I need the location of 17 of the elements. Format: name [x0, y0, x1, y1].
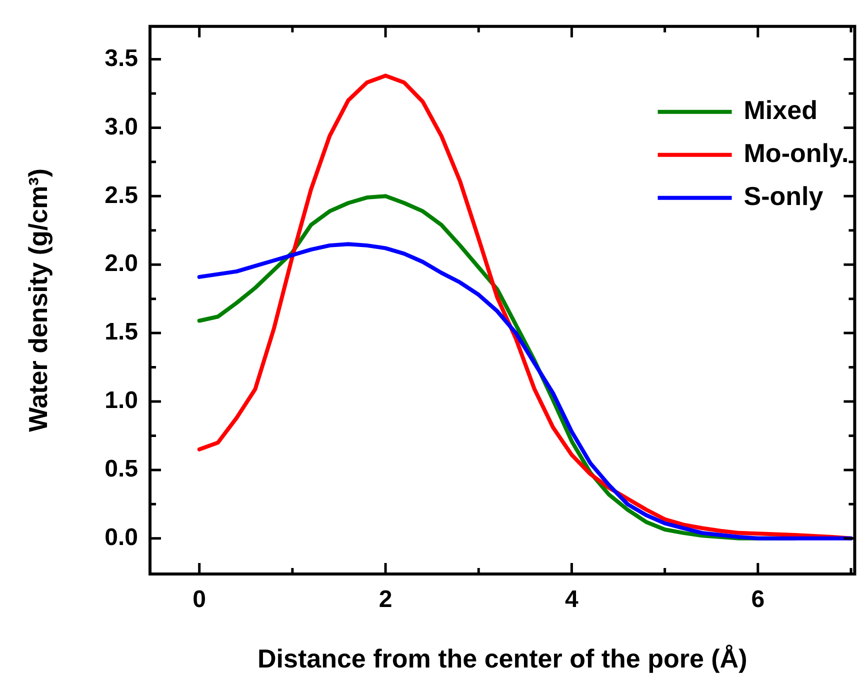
y-tick-label: 0.5: [104, 456, 138, 483]
y-tick-label: 3.0: [104, 113, 138, 140]
y-tick-label: 0.0: [104, 524, 138, 552]
legend-label: Mo-only.: [744, 138, 849, 168]
x-tick-label: 0: [192, 586, 206, 614]
y-tick-label: 1.0: [104, 387, 138, 414]
legend-label: Mixed: [744, 95, 818, 126]
x-tick-label: 6: [751, 586, 765, 614]
y-tick-label: 2.5: [104, 182, 138, 209]
x-axis-title: Distance from the center of the pore (Å): [257, 644, 748, 674]
x-tick-label: 4: [565, 586, 580, 614]
y-tick-label: 3.5: [104, 44, 138, 72]
y-tick-label: 1.5: [104, 318, 138, 346]
y-axis-title: Water density (g/cm³): [22, 168, 53, 432]
legend-label: S-only: [744, 181, 824, 212]
y-tick-label: 2.0: [104, 250, 138, 278]
x-tick-label: 2: [378, 586, 392, 614]
